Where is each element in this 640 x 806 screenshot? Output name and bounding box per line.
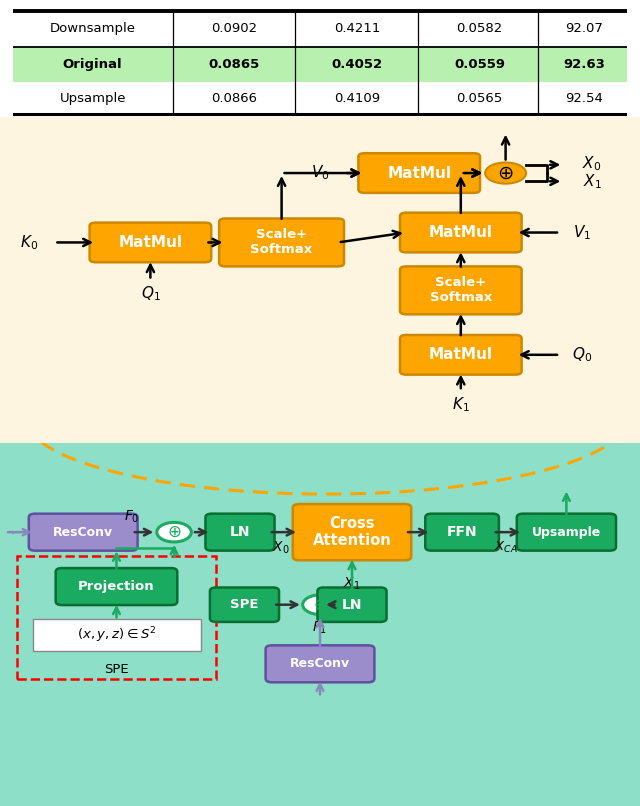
Text: MatMul: MatMul: [118, 235, 182, 250]
Circle shape: [157, 522, 191, 542]
Text: $F_0$: $F_0$: [124, 509, 140, 526]
FancyBboxPatch shape: [317, 588, 387, 622]
Text: Original: Original: [63, 58, 122, 71]
Text: 0.0565: 0.0565: [456, 92, 503, 105]
Text: $K_0$: $K_0$: [20, 233, 38, 251]
Text: ResConv: ResConv: [290, 658, 350, 671]
Text: ResConv: ResConv: [53, 526, 113, 538]
Text: $X_0$: $X_0$: [582, 155, 602, 173]
Text: MatMul: MatMul: [429, 225, 493, 240]
Text: Cross
Attention: Cross Attention: [312, 516, 392, 548]
FancyBboxPatch shape: [90, 222, 211, 262]
FancyBboxPatch shape: [205, 513, 275, 550]
Text: $X_0$: $X_0$: [271, 539, 289, 556]
Text: $V_0$: $V_0$: [311, 164, 329, 182]
Text: LN: LN: [230, 526, 250, 539]
Text: $Q_1$: $Q_1$: [141, 285, 160, 303]
Text: $F_1$: $F_1$: [312, 619, 328, 636]
Text: $(x,y,z)\in S^2$: $(x,y,z)\in S^2$: [77, 625, 156, 645]
Text: 0.4109: 0.4109: [334, 92, 380, 105]
Text: 0.0866: 0.0866: [211, 92, 257, 105]
Text: $V_1$: $V_1$: [573, 223, 591, 242]
Text: 0.0865: 0.0865: [209, 58, 260, 71]
Text: 92.63: 92.63: [563, 58, 605, 71]
FancyBboxPatch shape: [517, 513, 616, 550]
Text: Upsample: Upsample: [60, 92, 126, 105]
FancyBboxPatch shape: [29, 513, 138, 550]
Text: $X_1$: $X_1$: [582, 172, 602, 191]
Text: $\oplus$: $\oplus$: [313, 596, 327, 613]
Text: MatMul: MatMul: [387, 165, 451, 181]
Text: 92.07: 92.07: [565, 23, 603, 35]
FancyBboxPatch shape: [0, 443, 640, 806]
Text: 0.0559: 0.0559: [454, 58, 505, 71]
Text: Scale+
Softmax: Scale+ Softmax: [429, 276, 492, 305]
Text: MatMul: MatMul: [429, 347, 493, 363]
FancyBboxPatch shape: [210, 588, 279, 622]
FancyBboxPatch shape: [266, 646, 374, 683]
Text: LN: LN: [342, 598, 362, 612]
FancyBboxPatch shape: [358, 153, 480, 193]
FancyBboxPatch shape: [13, 48, 627, 82]
Text: 92.54: 92.54: [565, 92, 603, 105]
Text: $X_1$: $X_1$: [343, 575, 361, 592]
Circle shape: [485, 163, 526, 184]
FancyBboxPatch shape: [400, 335, 522, 375]
Text: Projection: Projection: [78, 580, 155, 593]
Text: $\oplus$: $\oplus$: [167, 523, 181, 541]
FancyBboxPatch shape: [219, 218, 344, 267]
Text: Scale+
Softmax: Scale+ Softmax: [250, 228, 313, 256]
FancyBboxPatch shape: [426, 513, 499, 550]
FancyBboxPatch shape: [56, 568, 177, 605]
Text: 0.0582: 0.0582: [456, 23, 503, 35]
FancyBboxPatch shape: [293, 504, 412, 560]
Text: Upsample: Upsample: [532, 526, 601, 538]
FancyBboxPatch shape: [400, 267, 522, 314]
Text: $X_{CA}$: $X_{CA}$: [493, 540, 518, 555]
Text: $\rightarrow\!\rightarrow$: $\rightarrow\!\rightarrow$: [5, 527, 27, 537]
FancyBboxPatch shape: [33, 619, 201, 651]
Text: Downsample: Downsample: [50, 23, 136, 35]
Text: 0.4211: 0.4211: [333, 23, 380, 35]
Circle shape: [303, 595, 337, 614]
FancyBboxPatch shape: [0, 117, 640, 447]
Text: $Q_0$: $Q_0$: [572, 346, 593, 364]
FancyBboxPatch shape: [400, 213, 522, 252]
Text: SPE: SPE: [104, 663, 129, 676]
Text: 0.4052: 0.4052: [332, 58, 383, 71]
Text: 0.0902: 0.0902: [211, 23, 257, 35]
Text: $K_1$: $K_1$: [452, 395, 470, 413]
Text: FFN: FFN: [447, 526, 477, 539]
Text: $\oplus$: $\oplus$: [497, 164, 514, 182]
Text: SPE: SPE: [230, 598, 259, 611]
